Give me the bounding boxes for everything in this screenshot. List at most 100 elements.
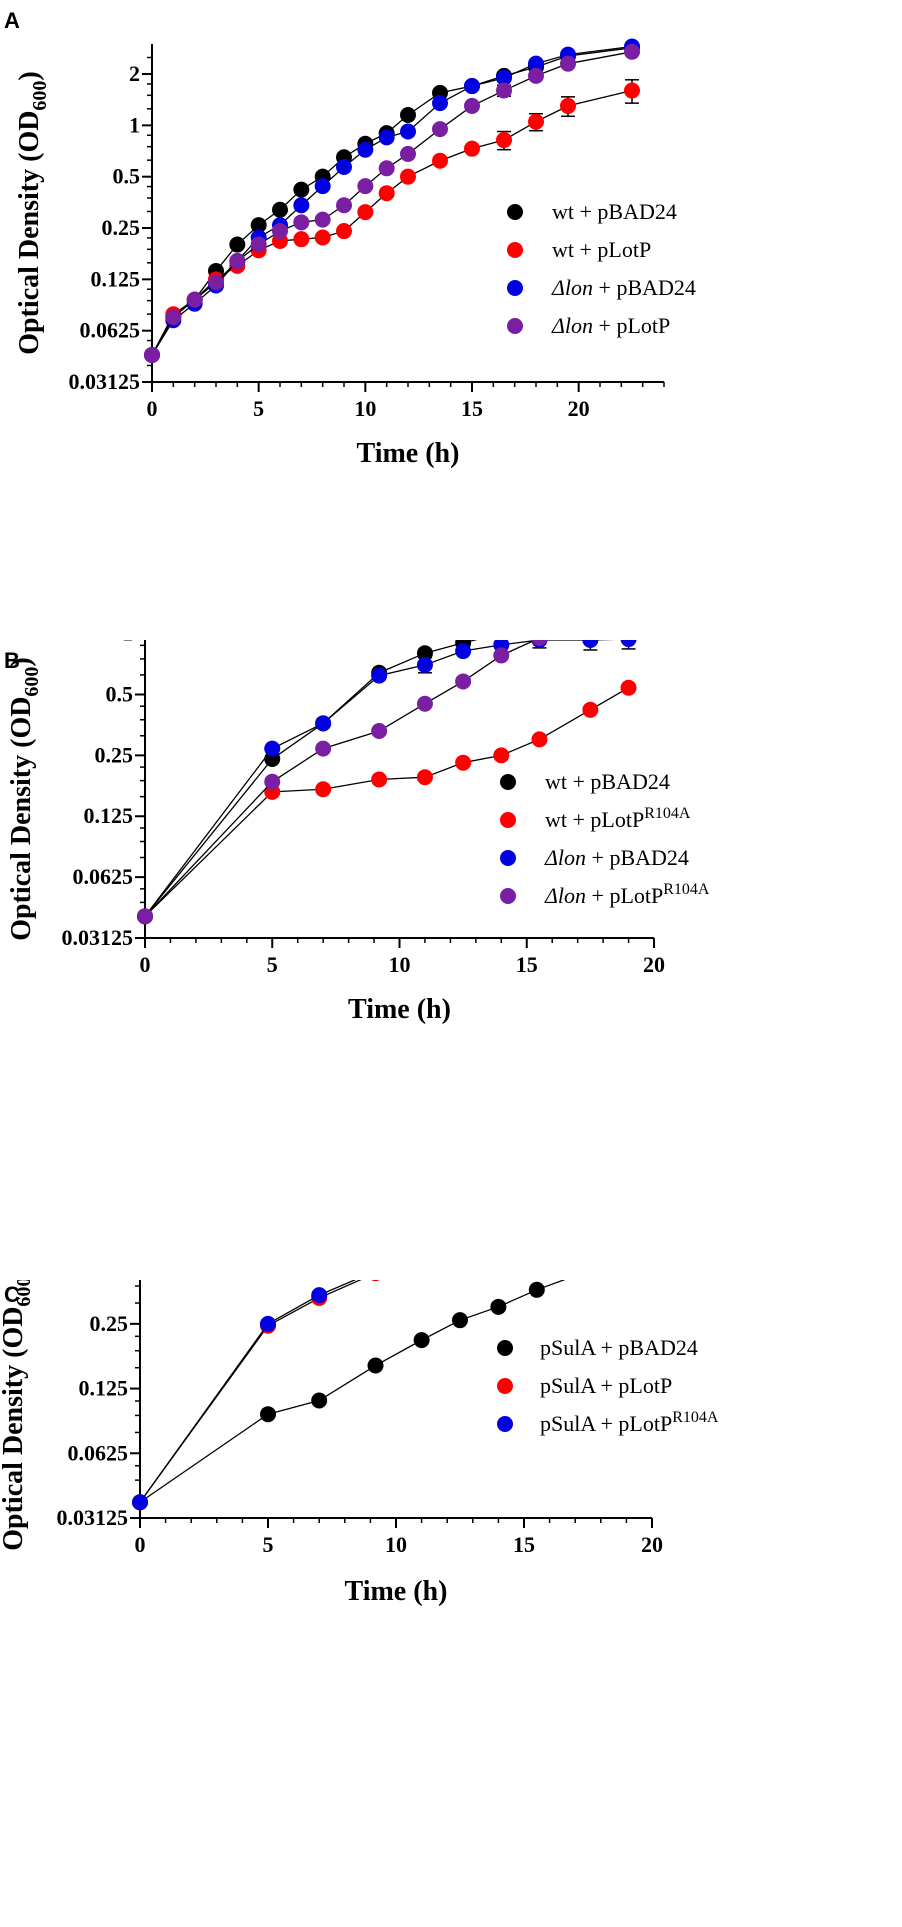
data-point	[528, 113, 544, 130]
y-tick-label: 0.25	[102, 215, 141, 240]
data-point	[464, 78, 480, 95]
data-point	[264, 773, 281, 790]
x-tick-label: 20	[641, 1532, 663, 1557]
legend-marker	[507, 242, 523, 258]
data-point	[455, 643, 472, 660]
legend-label: Δlon + pBAD24	[544, 845, 689, 870]
y-tick-label: 0.5	[113, 164, 141, 189]
data-point	[336, 197, 352, 214]
data-point	[336, 223, 352, 240]
data-point	[293, 231, 310, 248]
legend-marker	[500, 812, 516, 828]
data-point	[132, 1494, 148, 1511]
data-point	[293, 197, 310, 214]
legend-marker	[500, 774, 516, 790]
x-tick-label: 10	[385, 1532, 407, 1557]
y-axis-title: Optical Density (OD600)	[6, 657, 43, 941]
y-tick-label: 0.03125	[62, 925, 134, 950]
data-point	[250, 236, 267, 253]
y-tick-label: 1	[122, 640, 133, 646]
legend-marker	[500, 888, 516, 904]
data-point	[144, 346, 160, 363]
y-tick-label: 0.25	[95, 742, 134, 767]
panel-letter: C	[4, 1282, 20, 1307]
data-point	[493, 647, 510, 664]
y-axis-title: Optical Density (OD600)	[0, 1280, 35, 1551]
data-point	[367, 1357, 384, 1374]
data-point	[293, 214, 310, 231]
data-point	[432, 121, 448, 138]
panel-b: B0.031250.06250.1250.250.5105101520Time …	[0, 640, 902, 1240]
series-line	[144, 687, 629, 917]
x-tick-label: 0	[140, 952, 151, 977]
data-point	[496, 132, 512, 149]
data-point	[531, 731, 548, 748]
data-point	[413, 1332, 430, 1349]
data-point	[371, 771, 388, 788]
chart-c: C0.031250.06250.1250.250.5105101520Time …	[0, 1280, 719, 1607]
x-tick-label: 20	[643, 952, 665, 977]
data-point	[416, 656, 433, 673]
legend-marker	[497, 1378, 513, 1394]
legend-label: Δlon + pBAD24	[551, 275, 696, 300]
y-tick-label: 0.125	[79, 1376, 129, 1401]
data-point	[272, 201, 288, 218]
y-tick-label: 0.0625	[80, 318, 141, 343]
data-point	[528, 67, 544, 84]
y-tick-label: 0.125	[91, 266, 141, 291]
data-point	[260, 1406, 276, 1423]
data-point	[357, 204, 374, 221]
data-point	[208, 274, 224, 291]
data-point	[493, 747, 510, 764]
data-point	[314, 229, 331, 246]
data-point	[272, 223, 288, 240]
data-point	[490, 1298, 507, 1315]
data-point	[464, 97, 480, 114]
series-line	[139, 1280, 362, 1503]
panel-letter: A	[4, 8, 20, 33]
data-point	[357, 178, 374, 195]
x-axis-title: Time (h)	[345, 1576, 448, 1607]
data-point	[455, 754, 472, 771]
x-tick-label: 0	[147, 396, 158, 421]
data-point	[400, 107, 416, 124]
data-point	[624, 43, 640, 60]
data-point	[432, 95, 448, 112]
series-line	[144, 640, 478, 917]
data-point	[620, 640, 637, 648]
data-point	[400, 123, 416, 140]
data-point	[624, 82, 640, 99]
data-point	[432, 152, 448, 169]
legend-marker	[497, 1416, 513, 1432]
data-point	[455, 673, 472, 690]
data-point	[165, 309, 182, 326]
x-tick-label: 20	[568, 396, 590, 421]
data-point	[416, 769, 433, 786]
data-point	[357, 141, 374, 158]
y-tick-label: 0.0625	[73, 864, 134, 889]
legend-label: pSulA + pLotPR104A	[540, 1409, 719, 1436]
x-tick-label: 15	[461, 396, 483, 421]
data-point	[528, 1281, 545, 1298]
legend-label: pSulA + pLotP	[540, 1373, 672, 1398]
data-point	[528, 55, 544, 72]
x-axis-title: Time (h)	[348, 994, 451, 1025]
data-point	[315, 715, 332, 732]
data-point	[311, 1392, 328, 1409]
legend-marker	[507, 280, 523, 296]
x-tick-label: 0	[135, 1532, 146, 1557]
legend-label: wt + pBAD24	[545, 769, 670, 794]
data-point	[137, 908, 153, 925]
legend-marker	[500, 850, 516, 866]
series-line	[144, 640, 617, 917]
data-point	[620, 679, 637, 696]
data-point	[378, 160, 395, 177]
series-line	[144, 640, 537, 917]
data-point	[250, 217, 267, 234]
data-point	[293, 181, 310, 198]
data-point	[229, 236, 246, 253]
y-tick-label: 1	[129, 112, 140, 137]
data-point	[452, 1312, 468, 1329]
y-tick-label: 0.03125	[69, 369, 141, 394]
